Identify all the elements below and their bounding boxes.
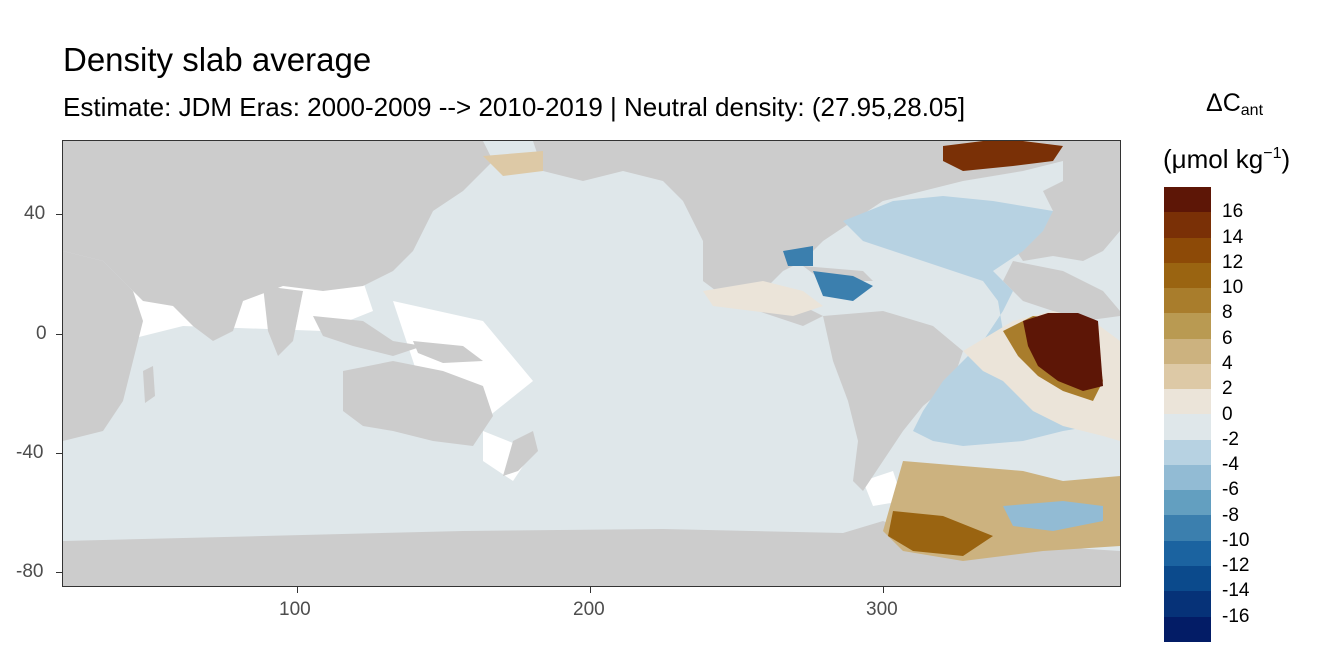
land-europe [1013, 161, 1120, 261]
legend-swatch [1164, 540, 1211, 566]
ocean-region-positive [703, 281, 823, 316]
legend-swatch [1164, 515, 1211, 541]
legend-title-symbol-text: ΔC [1206, 89, 1241, 117]
y-tick [56, 214, 62, 215]
land-asia [63, 141, 493, 341]
legend-unit-prefix: (μmol kg [1163, 144, 1264, 174]
legend-label: 16 [1222, 201, 1244, 223]
map-panel [62, 140, 1121, 587]
legend-label: 4 [1222, 352, 1233, 374]
land-indonesia [313, 316, 423, 356]
legend-unit-exponent: −1 [1263, 145, 1282, 162]
legend-swatch [1164, 591, 1211, 617]
land-australia [343, 361, 493, 446]
legend-swatch [1164, 262, 1211, 289]
land-japan [413, 161, 443, 221]
land-southamerica [823, 311, 963, 491]
y-tick-label: -40 [16, 442, 44, 463]
land-newzealand [503, 431, 538, 476]
y-tick [56, 572, 62, 573]
legend-label: 14 [1222, 226, 1244, 248]
y-tick-label: 0 [36, 323, 47, 344]
ocean-region-max-positive [1023, 313, 1103, 391]
x-tick-label: 300 [866, 599, 898, 620]
y-tick-label: 40 [24, 203, 46, 224]
legend-swatch [1164, 389, 1211, 415]
land-westafrica [1003, 261, 1120, 321]
land-africa [63, 251, 143, 441]
legend-swatch [1164, 237, 1211, 263]
map-title: Density slab average [63, 41, 372, 78]
legend-swatch [1164, 464, 1211, 491]
land-newguinea [413, 341, 483, 363]
x-tick [883, 587, 884, 593]
legend-label: -12 [1222, 555, 1250, 577]
x-tick [297, 587, 298, 593]
x-tick-label: 200 [573, 599, 605, 620]
y-tick [56, 334, 62, 335]
legend-label: -10 [1222, 529, 1250, 551]
ocean-region-positive [483, 151, 543, 176]
legend-swatch [1164, 288, 1211, 314]
legend-swatch [1164, 616, 1211, 642]
legend-swatch [1164, 338, 1211, 364]
legend-label: -8 [1222, 504, 1239, 526]
legend-swatch [1164, 313, 1211, 339]
legend-label: 10 [1222, 277, 1244, 299]
legend-title-subscript: ant [1240, 102, 1264, 119]
land-madagascar [143, 366, 155, 403]
ocean-region-strong-positive [943, 141, 1063, 171]
ocean-region-strong-negative [783, 246, 813, 266]
legend-title-symbol: ΔCant [1206, 87, 1263, 127]
legend-colorbar [1164, 187, 1211, 642]
y-tick [56, 453, 62, 454]
ocean-region-negative [1003, 501, 1103, 531]
legend-swatch [1164, 414, 1211, 440]
legend-label: -4 [1222, 454, 1239, 476]
ocean-map [63, 141, 1120, 586]
legend-label: -2 [1222, 428, 1239, 450]
x-tick-label: 100 [279, 599, 311, 620]
ocean-region-strong-negative [813, 271, 873, 301]
y-tick-label: -80 [16, 561, 44, 582]
legend-swatch [1164, 212, 1211, 238]
legend-label: 0 [1222, 403, 1233, 425]
ocean-region-strong-positive [888, 511, 993, 556]
legend-swatch [1164, 439, 1211, 465]
legend-label: 12 [1222, 251, 1244, 273]
map-subtitle: Estimate: JDM Eras: 2000-2009 --> 2010-2… [63, 92, 966, 122]
x-tick [590, 587, 591, 593]
land-northamerica [533, 141, 1120, 301]
legend-label: 2 [1222, 378, 1233, 400]
legend-label: -6 [1222, 479, 1239, 501]
legend-unit-suffix: ) [1281, 144, 1291, 174]
legend-title-unit: (μmol kg−1) [1163, 137, 1290, 176]
legend-swatch [1164, 490, 1211, 516]
legend-label: -14 [1222, 580, 1250, 602]
legend-label: -16 [1222, 605, 1250, 627]
legend-label: 6 [1222, 327, 1233, 349]
legend-swatch [1164, 565, 1211, 592]
legend-swatch [1164, 363, 1211, 390]
land-india [263, 286, 303, 356]
land-antarctica [63, 521, 1120, 586]
legend-swatch [1164, 187, 1211, 213]
legend-label: 8 [1222, 302, 1233, 324]
